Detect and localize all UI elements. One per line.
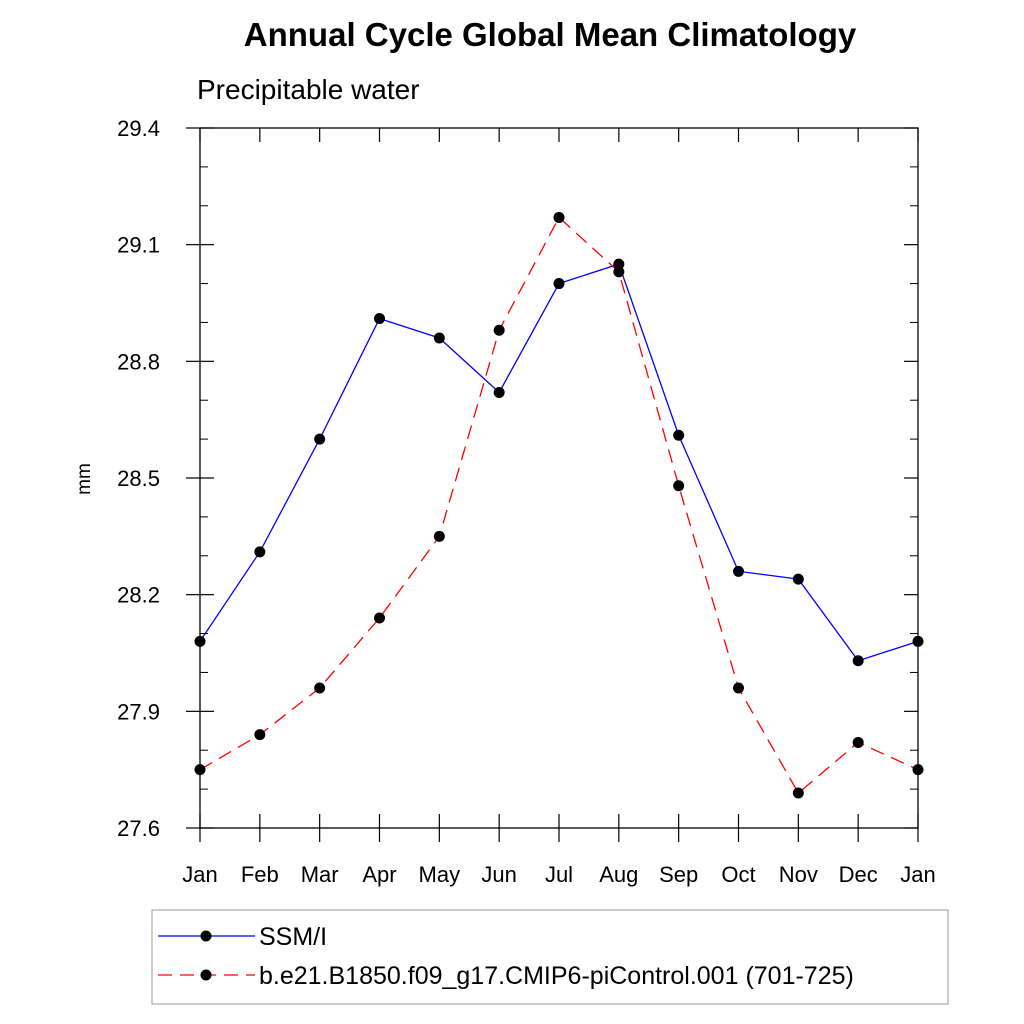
legend-marker-1 [200, 969, 212, 981]
series-0-point [852, 655, 864, 667]
x-tick-label: Jan [182, 862, 217, 887]
y-tick-label: 29.1 [117, 233, 160, 258]
x-tick-label: Aug [599, 862, 638, 887]
series-1-point [673, 480, 685, 492]
series-0-point [374, 313, 385, 325]
x-tick-label: Feb [241, 862, 279, 887]
chart-subtitle: Precipitable water [197, 74, 420, 105]
series-0-point [314, 433, 326, 445]
x-tick-label: May [419, 862, 461, 887]
series-line-0 [199, 263, 919, 662]
x-tick-label: Nov [779, 862, 818, 887]
series-1-point [493, 324, 505, 336]
series-0-point [733, 565, 744, 577]
legend-marker-0 [200, 930, 212, 942]
series-1-point [374, 612, 385, 624]
series-0-point [912, 635, 924, 647]
series-1-point [254, 729, 266, 741]
x-tick-label: Dec [839, 862, 878, 887]
x-tick-label: Sep [659, 862, 698, 887]
axis-ticks [186, 127, 919, 842]
tick-labels: Jan Feb Mar Apr May Jun Jul Aug Sep Oct Nov Dec Jan 2… [117, 116, 936, 887]
series-layer [194, 211, 924, 799]
series-1-point [792, 787, 804, 799]
series-1-point [314, 682, 326, 694]
y-tick-label: 28.2 [117, 583, 160, 608]
y-tick-label: 29.4 [117, 116, 160, 141]
legend-box [151, 909, 949, 1005]
series-0-point [792, 573, 804, 585]
y-axis-label: mm [74, 463, 95, 495]
x-tick-label: Jun [481, 862, 516, 887]
y-tick-label: 27.9 [117, 699, 160, 724]
y-tick-label: 28.8 [117, 349, 160, 374]
series-line-1 [199, 216, 919, 795]
x-tick-label: Oct [721, 862, 755, 887]
series-1-point [852, 736, 864, 748]
series-1-point [433, 530, 445, 542]
x-tick-label: Jul [545, 862, 573, 887]
plot-area-frame [199, 127, 919, 829]
series-1-point [912, 764, 924, 776]
series-1-point [553, 211, 565, 223]
y-tick-label: 27.6 [117, 816, 160, 841]
x-tick-label: Jan [900, 862, 935, 887]
series-0-point [673, 429, 685, 441]
legend-label-0: SSM/I [259, 923, 327, 951]
series-1-point [613, 266, 625, 278]
chart-title: Annual Cycle Global Mean Climatology [244, 16, 857, 53]
series-0-point [553, 278, 565, 290]
series-0-point [194, 635, 206, 647]
series-0-point [433, 332, 445, 344]
legend: SSM/I b.e21.B1850.f09_g17.CMIP6-piControl… [151, 909, 949, 1005]
y-tick-label: 28.5 [117, 466, 160, 491]
x-tick-label: Apr [362, 862, 396, 887]
series-1-point [194, 764, 206, 776]
legend-label-1: b.e21.B1850.f09_g17.CMIP6-piControl.001 … [259, 962, 854, 990]
series-0-point [493, 386, 505, 398]
series-0-point [254, 546, 266, 558]
x-tick-label: Mar [301, 862, 339, 887]
series-0-point [613, 258, 625, 270]
series-1-point [733, 682, 744, 694]
